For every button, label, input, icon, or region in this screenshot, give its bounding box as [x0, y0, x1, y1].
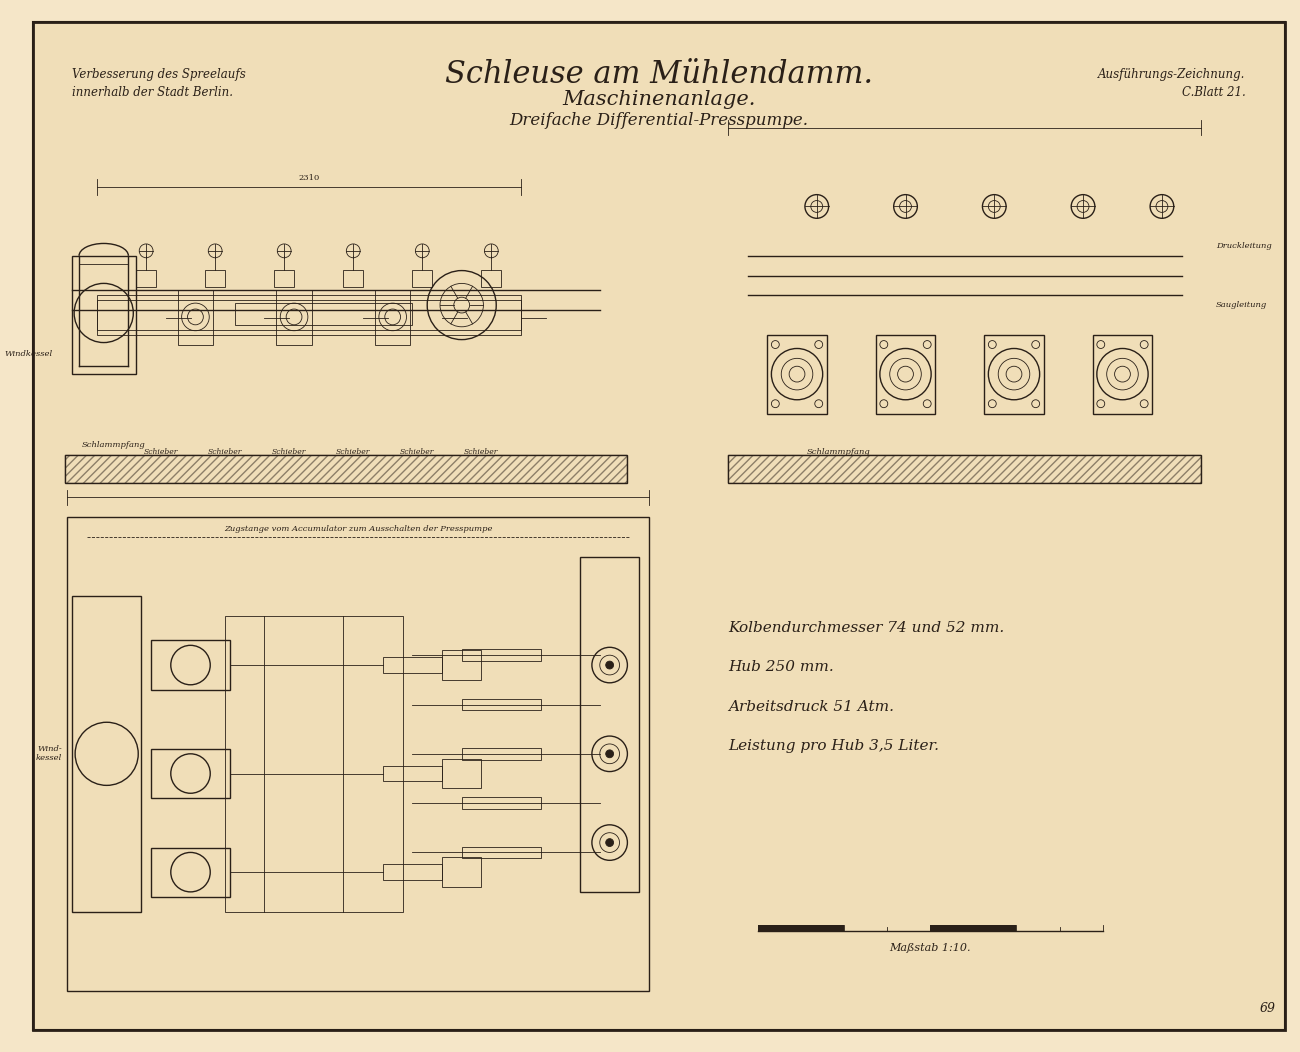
Bar [442, 650, 481, 680]
Text: innerhalb der Stadt Berlin.: innerhalb der Stadt Berlin. [73, 86, 233, 99]
Bar [79, 264, 129, 366]
Text: Schieber: Schieber [464, 448, 499, 457]
Text: Schieber: Schieber [400, 448, 434, 457]
Bar [442, 758, 481, 788]
Bar [462, 748, 541, 760]
Bar [462, 847, 541, 858]
Bar [462, 797, 541, 809]
Bar [931, 926, 974, 931]
Text: Windkessel: Windkessel [4, 350, 52, 359]
Text: Hub 250 mm.: Hub 250 mm. [728, 660, 833, 674]
Text: 69: 69 [1260, 1003, 1275, 1015]
Bar [382, 865, 442, 881]
Bar [136, 269, 156, 287]
Bar [462, 699, 541, 710]
Text: Schieber: Schieber [272, 448, 307, 457]
Text: Schieber: Schieber [208, 448, 242, 457]
Bar [235, 303, 412, 325]
Text: Schieber: Schieber [335, 448, 370, 457]
Bar [462, 649, 541, 661]
Bar [151, 641, 230, 690]
Bar [728, 456, 1201, 483]
Bar [274, 269, 294, 287]
Bar [382, 658, 442, 673]
Bar [151, 848, 230, 896]
Bar [96, 300, 521, 329]
Bar [728, 456, 1201, 483]
Circle shape [606, 661, 614, 669]
Bar [225, 615, 403, 912]
Bar [73, 596, 142, 912]
Text: Ausführungs-Zeichnung.: Ausführungs-Zeichnung. [1098, 68, 1245, 81]
Bar [382, 766, 442, 782]
Text: Schieber: Schieber [144, 448, 178, 457]
Text: Wind-
kessel: Wind- kessel [36, 745, 62, 763]
Bar [580, 557, 640, 892]
Bar [343, 269, 363, 287]
Text: Schlammpfang: Schlammpfang [82, 441, 146, 449]
Bar [73, 256, 136, 375]
Bar [1093, 335, 1152, 413]
Bar [151, 749, 230, 798]
Text: Schlammpfang: Schlammpfang [807, 448, 871, 457]
Bar [96, 296, 521, 335]
Bar [65, 456, 628, 483]
Text: Leistung pro Hub 3,5 Liter.: Leistung pro Hub 3,5 Liter. [728, 739, 939, 753]
Bar [65, 456, 628, 483]
Bar [178, 290, 213, 345]
Bar [205, 269, 225, 287]
Bar [767, 335, 827, 413]
Bar [758, 926, 801, 931]
Text: Kolbendurchmesser 74 und 52 mm.: Kolbendurchmesser 74 und 52 mm. [728, 621, 1004, 634]
Bar [277, 290, 312, 345]
Bar [374, 290, 411, 345]
Bar [984, 335, 1044, 413]
Text: Verbesserung des Spreelaufs: Verbesserung des Spreelaufs [73, 68, 246, 81]
Text: Maschinenanlage.: Maschinenanlage. [563, 90, 755, 109]
Text: Schleuse am Mühlendamm.: Schleuse am Mühlendamm. [445, 59, 874, 89]
Circle shape [606, 838, 614, 847]
Bar [442, 857, 481, 887]
Bar [876, 335, 935, 413]
Text: Druckleitung: Druckleitung [1217, 242, 1271, 250]
Text: Zugstange vom Accumulator zum Ausschalten der Presspumpe: Zugstange vom Accumulator zum Ausschalte… [224, 525, 493, 533]
Bar [801, 926, 844, 931]
Circle shape [606, 750, 614, 757]
Text: Saugleitung: Saugleitung [1217, 301, 1268, 309]
Bar [974, 926, 1017, 931]
Bar [412, 269, 432, 287]
Text: C.Blatt 21.: C.Blatt 21. [1182, 86, 1245, 99]
Bar [68, 518, 649, 991]
Text: Arbeitsdruck 51 Atm.: Arbeitsdruck 51 Atm. [728, 700, 894, 713]
Text: 2310: 2310 [298, 174, 320, 182]
Text: Dreifache Differential-Presspumpe.: Dreifache Differential-Presspumpe. [510, 112, 809, 128]
Bar [481, 269, 502, 287]
Text: Maßstab 1:10.: Maßstab 1:10. [889, 944, 971, 953]
